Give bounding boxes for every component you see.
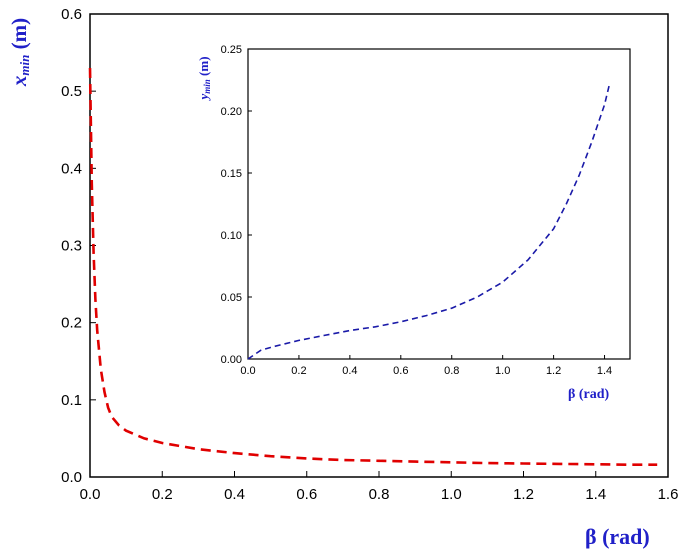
x-tick-label: 0.6 xyxy=(296,486,317,503)
y-tick-label: 0.0 xyxy=(61,469,82,486)
x-tick-label: 0.6 xyxy=(393,365,408,377)
y-tick-label: 0.20 xyxy=(221,106,242,118)
main-y-axis-title: xmin (m) xyxy=(7,18,32,87)
inset-series-line xyxy=(247,83,611,360)
y-tick-label: 0.5 xyxy=(61,83,82,100)
x-tick-label: 1.2 xyxy=(546,365,561,377)
x-tick-label: 1.0 xyxy=(495,365,510,377)
y-tick-label: 0.1 xyxy=(61,392,82,409)
x-tick-label: 0.0 xyxy=(240,365,255,377)
main-x-axis-title: β (rad) xyxy=(585,524,650,549)
inset-plot-frame xyxy=(247,48,631,360)
y-tick-label: 0.2 xyxy=(61,315,82,332)
inset-y-ticks: 0.00 0.05 0.10 0.15 0.20 0.25 xyxy=(221,44,252,366)
x-tick-label: 0.2 xyxy=(152,486,173,503)
x-tick-label: 1.2 xyxy=(513,486,534,503)
x-tick-label: 0.4 xyxy=(224,486,245,503)
x-tick-label: 0.8 xyxy=(444,365,459,377)
x-tick-label: 0.8 xyxy=(369,486,390,503)
x-tick-label: 0.0 xyxy=(80,486,101,503)
y-tick-label: 0.4 xyxy=(61,160,82,177)
x-tick-label: 1.4 xyxy=(585,486,606,503)
y-tick-label: 0.6 xyxy=(61,6,82,23)
y-tick-label: 0.05 xyxy=(221,292,242,304)
x-tick-label: 0.2 xyxy=(291,365,306,377)
y-tick-label: 0.10 xyxy=(221,230,242,242)
y-tick-label: 0.3 xyxy=(61,238,82,255)
x-tick-label: 0.4 xyxy=(342,365,357,377)
inset-x-axis-title: β (rad) xyxy=(568,387,610,402)
y-tick-label: 0.00 xyxy=(221,354,242,366)
main-series-line xyxy=(88,67,658,466)
x-tick-label: 1.4 xyxy=(597,365,612,377)
inset-y-axis-title: ymin (m) xyxy=(196,56,212,101)
inset-x-ticks: 0.0 0.2 0.4 0.6 0.8 1.0 1.2 1.4 xyxy=(240,355,612,377)
x-tick-label: 1.0 xyxy=(441,486,462,503)
y-tick-label: 0.25 xyxy=(221,44,242,56)
main-y-ticks: 0.0 0.1 0.2 0.3 0.4 0.5 0.6 xyxy=(61,6,96,486)
x-tick-label: 1.6 xyxy=(658,486,679,503)
main-x-ticks: 0.0 0.2 0.4 0.6 0.8 1.0 1.2 1.4 1.6 xyxy=(80,471,679,503)
y-tick-label: 0.15 xyxy=(221,168,242,180)
